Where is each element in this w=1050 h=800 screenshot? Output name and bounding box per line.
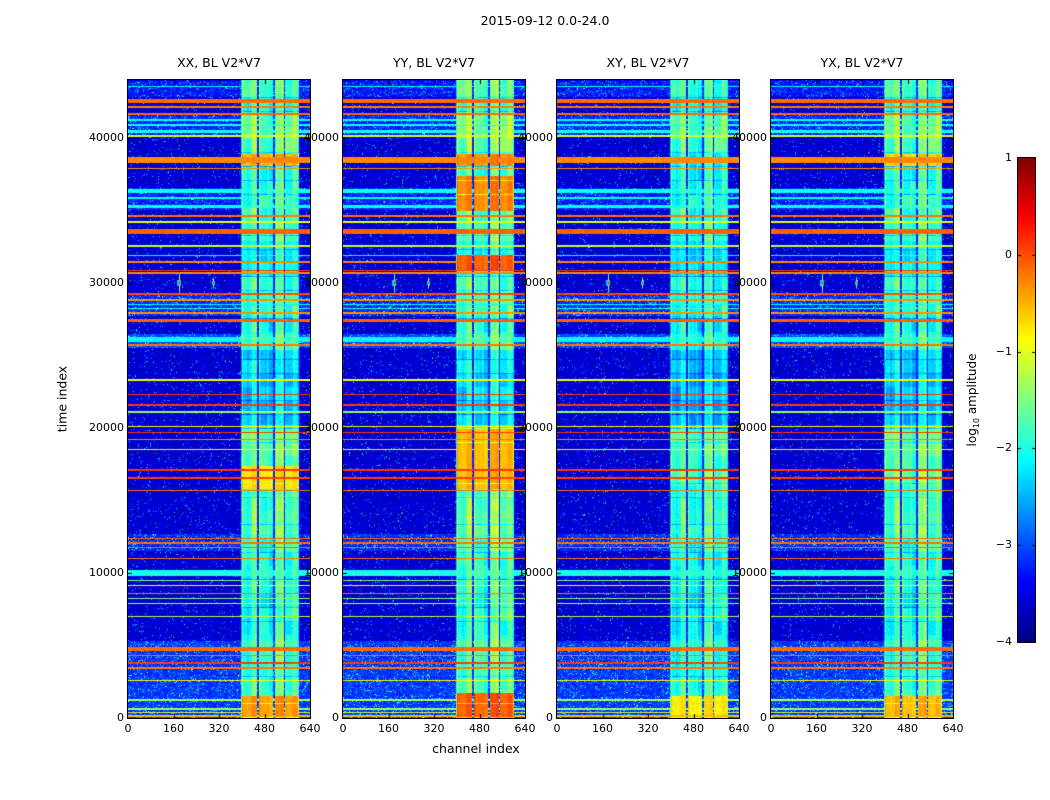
y-tick-label: 0 — [117, 711, 124, 724]
x-tick-label: 320 — [637, 722, 659, 735]
colorbar-label-suffix: amplitude — [964, 353, 979, 418]
x-tick-label: 480 — [469, 722, 490, 735]
y-tick-label: 30000 — [518, 276, 553, 289]
panel-title-xy: XY, BL V2*V7 — [606, 55, 690, 70]
y-tick-label: 10000 — [732, 566, 767, 579]
x-tick-label: 480 — [254, 722, 275, 735]
heatmap-panel-yy — [342, 79, 526, 719]
x-tick-label: 0 — [553, 722, 561, 735]
x-tick-label: 160 — [806, 722, 827, 735]
heatmap-panel-yx — [770, 79, 954, 719]
panel-title-xx: XX, BL V2*V7 — [177, 55, 261, 70]
y-tick-label: 20000 — [732, 421, 767, 434]
x-tick-label: 160 — [378, 722, 399, 735]
heatmap-panel-xx — [127, 79, 311, 719]
heatmap-canvas-xy — [557, 80, 739, 718]
x-tick-label: 640 — [942, 722, 964, 735]
colorbar — [1017, 157, 1036, 643]
y-tick-label: 40000 — [732, 131, 767, 144]
x-tick-label: 480 — [897, 722, 918, 735]
heatmap-canvas-yy — [343, 80, 525, 718]
x-tick-label: 640 — [299, 722, 321, 735]
y-tick-label: 40000 — [304, 131, 339, 144]
heatmap-canvas-xx — [128, 80, 310, 718]
x-tick-label: 320 — [423, 722, 445, 735]
y-tick-label: 20000 — [304, 421, 339, 434]
heatmap-canvas-yx — [771, 80, 953, 718]
colorbar-tick-label: −3 — [995, 538, 1012, 552]
y-tick-label: 30000 — [304, 276, 339, 289]
x-tick-label: 320 — [851, 722, 873, 735]
colorbar-tick-label: 1 — [1005, 151, 1012, 164]
y-tick-label: 20000 — [89, 421, 124, 434]
y-tick-label: 10000 — [518, 566, 553, 579]
panel-title-yx: YX, BL V2*V7 — [820, 55, 904, 70]
x-tick-label: 640 — [728, 722, 750, 735]
colorbar-gradient-canvas — [1018, 158, 1035, 642]
y-tick-label: 20000 — [518, 421, 553, 434]
y-tick-label: 0 — [332, 711, 339, 724]
panel-title-yy: YY, BL V2*V7 — [393, 55, 475, 70]
y-tick-label: 0 — [546, 711, 553, 724]
colorbar-tick-label: −1 — [995, 344, 1012, 358]
x-tick-label: 0 — [124, 722, 132, 735]
colorbar-tick-label: −4 — [995, 635, 1012, 648]
x-tick-label: 320 — [208, 722, 230, 735]
y-tick-label: 0 — [760, 711, 767, 724]
y-tick-label: 30000 — [732, 276, 767, 289]
y-tick-label: 40000 — [518, 131, 553, 144]
x-tick-label: 480 — [683, 722, 704, 735]
y-tick-label: 40000 — [89, 131, 124, 144]
y-tick-label: 10000 — [304, 566, 339, 579]
colorbar-label: log10 amplitude — [965, 354, 981, 447]
x-tick-label: 160 — [163, 722, 184, 735]
x-axis-label: channel index — [432, 741, 520, 756]
x-tick-label: 160 — [592, 722, 613, 735]
x-tick-label: 640 — [514, 722, 536, 735]
y-tick-label: 10000 — [89, 566, 124, 579]
colorbar-label-subscript: 10 — [972, 417, 982, 429]
heatmap-panel-xy — [556, 79, 740, 719]
figure-title: 2015-09-12 0.0-24.0 — [480, 13, 610, 28]
y-tick-label: 30000 — [89, 276, 124, 289]
colorbar-tick-label: 0 — [1005, 247, 1012, 261]
x-tick-label: 0 — [767, 722, 775, 735]
x-tick-label: 0 — [339, 722, 347, 735]
colorbar-tick-label: −2 — [995, 441, 1012, 455]
